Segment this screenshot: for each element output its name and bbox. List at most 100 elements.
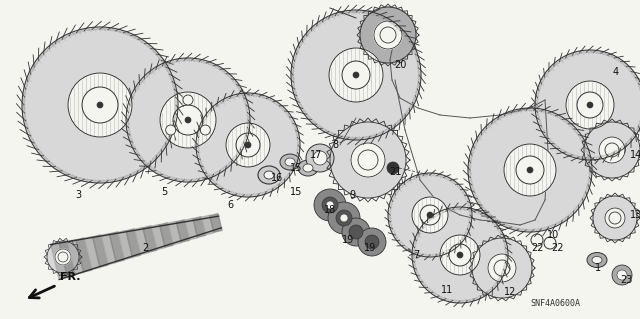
Polygon shape [374, 21, 402, 49]
Circle shape [200, 125, 211, 135]
Polygon shape [330, 122, 406, 198]
Polygon shape [226, 123, 270, 167]
Polygon shape [388, 173, 472, 257]
Polygon shape [134, 227, 149, 255]
Polygon shape [440, 235, 480, 275]
Polygon shape [51, 242, 67, 279]
Circle shape [166, 125, 175, 135]
Text: 3: 3 [75, 190, 81, 200]
Text: 22: 22 [532, 243, 544, 253]
Ellipse shape [303, 164, 313, 172]
Ellipse shape [285, 158, 295, 166]
Text: 21: 21 [389, 167, 401, 177]
Polygon shape [76, 238, 92, 272]
Circle shape [617, 270, 627, 280]
Circle shape [336, 210, 352, 226]
Circle shape [313, 151, 327, 165]
Circle shape [97, 102, 103, 108]
Polygon shape [360, 7, 416, 63]
Polygon shape [160, 92, 216, 148]
Text: 14: 14 [630, 150, 640, 160]
Polygon shape [84, 236, 100, 270]
Polygon shape [47, 241, 79, 273]
Text: 6: 6 [227, 200, 233, 210]
Polygon shape [55, 249, 71, 265]
Text: FR.: FR. [60, 272, 81, 282]
Circle shape [183, 95, 193, 105]
Polygon shape [68, 73, 132, 137]
Circle shape [353, 72, 359, 78]
Text: SNF4A0600A: SNF4A0600A [530, 299, 580, 308]
Circle shape [185, 117, 191, 123]
Circle shape [587, 102, 593, 108]
Polygon shape [196, 93, 300, 197]
Ellipse shape [280, 154, 300, 170]
Text: 8: 8 [332, 140, 338, 150]
Text: 19: 19 [342, 235, 354, 245]
Polygon shape [126, 229, 141, 257]
Circle shape [314, 189, 346, 221]
Text: 10: 10 [547, 230, 559, 240]
Ellipse shape [258, 166, 280, 184]
Polygon shape [360, 7, 416, 63]
Ellipse shape [592, 256, 602, 263]
Circle shape [245, 142, 251, 148]
Circle shape [349, 225, 363, 239]
Polygon shape [22, 27, 178, 183]
Polygon shape [143, 226, 157, 252]
Polygon shape [93, 235, 108, 267]
Text: 1: 1 [595, 263, 601, 273]
Polygon shape [504, 144, 556, 196]
Polygon shape [488, 254, 516, 282]
Polygon shape [118, 230, 132, 260]
Polygon shape [109, 232, 124, 262]
Ellipse shape [264, 171, 274, 179]
Polygon shape [185, 218, 198, 240]
Circle shape [527, 167, 533, 173]
Polygon shape [168, 221, 181, 245]
Polygon shape [59, 241, 76, 277]
Circle shape [612, 265, 632, 285]
Polygon shape [472, 238, 532, 298]
Circle shape [457, 252, 463, 258]
Text: 20: 20 [394, 60, 406, 70]
Ellipse shape [587, 253, 607, 268]
Text: 12: 12 [504, 287, 516, 297]
Text: 23: 23 [620, 275, 632, 285]
Polygon shape [566, 81, 614, 129]
Text: 22: 22 [552, 243, 564, 253]
Polygon shape [202, 215, 214, 235]
Text: 15: 15 [290, 187, 302, 197]
Text: 13: 13 [630, 210, 640, 220]
Text: 19: 19 [364, 243, 376, 253]
Polygon shape [151, 224, 165, 250]
Circle shape [340, 214, 348, 222]
Text: 7: 7 [413, 250, 419, 260]
Polygon shape [101, 234, 116, 264]
Ellipse shape [298, 160, 318, 176]
Circle shape [427, 212, 433, 218]
Text: 4: 4 [613, 67, 619, 77]
Polygon shape [291, 10, 421, 140]
Text: 2: 2 [142, 243, 148, 253]
Text: 15: 15 [290, 163, 302, 173]
Polygon shape [193, 217, 205, 237]
Polygon shape [351, 143, 385, 177]
Text: 17: 17 [310, 150, 322, 160]
Polygon shape [468, 108, 592, 232]
Polygon shape [329, 48, 383, 102]
Polygon shape [535, 50, 640, 160]
Circle shape [326, 201, 334, 209]
Circle shape [365, 235, 379, 249]
Text: 9: 9 [349, 190, 355, 200]
Polygon shape [126, 58, 250, 182]
Polygon shape [605, 208, 625, 228]
Polygon shape [412, 207, 508, 303]
Polygon shape [67, 240, 84, 275]
Polygon shape [159, 223, 173, 247]
Circle shape [322, 197, 338, 213]
Text: 18: 18 [324, 205, 336, 215]
Polygon shape [374, 21, 402, 49]
Circle shape [358, 228, 386, 256]
Polygon shape [210, 214, 222, 232]
